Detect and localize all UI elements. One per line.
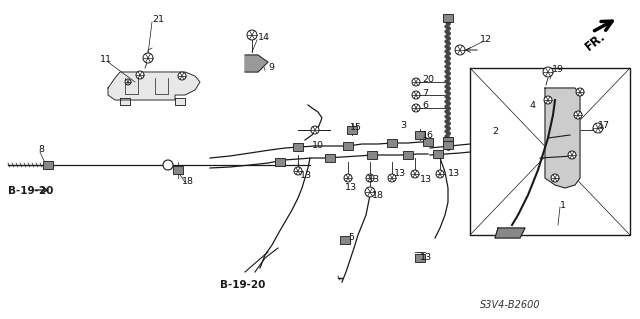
Polygon shape — [175, 98, 185, 105]
Text: FR.: FR. — [583, 30, 609, 54]
Circle shape — [436, 170, 444, 178]
Bar — [387, 139, 397, 147]
Circle shape — [311, 126, 319, 134]
Bar — [433, 150, 443, 158]
Text: 11: 11 — [100, 56, 112, 64]
Bar — [443, 14, 453, 22]
Polygon shape — [245, 55, 268, 72]
Text: B-19-20: B-19-20 — [220, 280, 266, 290]
Circle shape — [543, 67, 553, 77]
Text: 16: 16 — [422, 130, 434, 139]
Bar — [443, 141, 453, 149]
Text: 3: 3 — [400, 121, 406, 130]
Polygon shape — [545, 88, 580, 188]
Text: 13: 13 — [368, 175, 380, 184]
Text: 21: 21 — [152, 16, 164, 25]
Circle shape — [125, 79, 131, 85]
Circle shape — [568, 151, 576, 159]
Circle shape — [411, 170, 419, 178]
Circle shape — [247, 30, 257, 40]
Text: 13: 13 — [420, 254, 432, 263]
Circle shape — [143, 53, 153, 63]
Bar — [415, 254, 425, 262]
Text: 10: 10 — [312, 140, 324, 150]
Bar — [470, 68, 630, 235]
Text: 13: 13 — [394, 169, 406, 179]
Text: 18: 18 — [372, 190, 384, 199]
Text: 13: 13 — [345, 183, 357, 192]
Text: 8: 8 — [38, 145, 44, 154]
Text: 13: 13 — [300, 170, 312, 180]
Text: 4: 4 — [530, 100, 536, 109]
Circle shape — [178, 72, 186, 80]
Bar — [367, 151, 377, 159]
Bar — [43, 161, 53, 169]
Text: 13: 13 — [420, 175, 432, 184]
Circle shape — [593, 123, 603, 133]
Circle shape — [388, 174, 396, 182]
Polygon shape — [120, 98, 130, 105]
Text: 1: 1 — [560, 201, 566, 210]
Polygon shape — [108, 72, 200, 100]
Text: B-19-20: B-19-20 — [8, 186, 53, 196]
Circle shape — [455, 45, 465, 55]
Text: 9: 9 — [268, 63, 274, 72]
Circle shape — [551, 174, 559, 182]
Text: 12: 12 — [480, 35, 492, 44]
Bar — [325, 154, 335, 162]
Text: 19: 19 — [552, 65, 564, 75]
Circle shape — [412, 91, 420, 99]
Circle shape — [412, 78, 420, 86]
Text: 20: 20 — [422, 76, 434, 85]
Circle shape — [574, 111, 582, 119]
Bar — [340, 236, 350, 244]
Text: 5: 5 — [348, 234, 354, 242]
Circle shape — [163, 160, 173, 170]
Circle shape — [366, 174, 374, 182]
Bar — [423, 138, 433, 146]
Text: 2: 2 — [492, 128, 498, 137]
Bar — [173, 166, 183, 174]
Bar — [293, 143, 303, 151]
Bar — [275, 158, 285, 166]
Circle shape — [136, 71, 144, 79]
Bar — [347, 126, 357, 134]
Bar — [403, 151, 413, 159]
Bar — [443, 137, 453, 145]
Text: S3V4-B2600: S3V4-B2600 — [480, 300, 541, 310]
Text: 13: 13 — [448, 169, 460, 179]
Polygon shape — [495, 228, 525, 238]
Bar — [343, 142, 353, 150]
Text: 18: 18 — [182, 177, 194, 187]
Text: 6: 6 — [422, 101, 428, 110]
Circle shape — [344, 174, 352, 182]
Text: 15: 15 — [350, 123, 362, 132]
Circle shape — [544, 96, 552, 104]
Circle shape — [365, 187, 375, 197]
Circle shape — [412, 104, 420, 112]
Circle shape — [576, 88, 584, 96]
Text: 17: 17 — [598, 122, 610, 130]
Bar — [415, 131, 425, 139]
Circle shape — [294, 167, 302, 175]
Text: 14: 14 — [258, 33, 270, 42]
Text: 7: 7 — [422, 88, 428, 98]
